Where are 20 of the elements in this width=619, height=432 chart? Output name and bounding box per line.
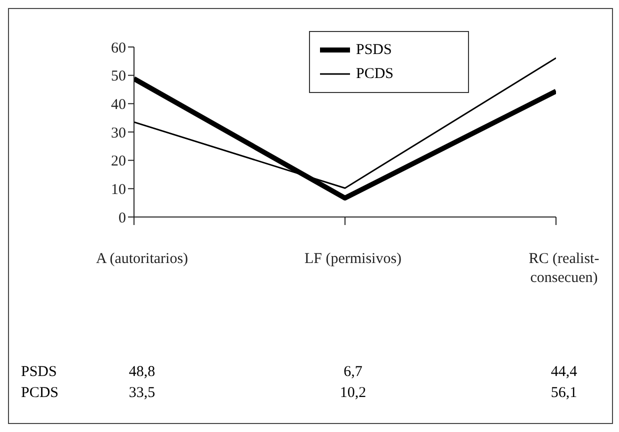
legend-label: PCDS bbox=[356, 66, 394, 82]
x-tick-label: RC (realist-consecuen) bbox=[528, 251, 600, 286]
y-tick-label: 10 bbox=[111, 182, 126, 198]
x-tick-label: LF (permisivos) bbox=[304, 251, 402, 267]
text: PCDS bbox=[21, 385, 59, 401]
legend-label: PSDS bbox=[356, 42, 392, 58]
data-label: 33,5 bbox=[128, 385, 156, 402]
y-tick-label: 30 bbox=[111, 125, 126, 142]
y-tick-label: 0 bbox=[118, 210, 126, 226]
data-label: 10,2 bbox=[340, 385, 366, 402]
data-label: 56,1 bbox=[550, 385, 578, 402]
x-tick-label: A (autoritarios) bbox=[96, 251, 188, 267]
text: PSDS bbox=[21, 364, 57, 380]
y-tick-label: 60 bbox=[111, 40, 126, 56]
data-label: 6,7 bbox=[344, 364, 362, 381]
data-label: 44,4 bbox=[550, 364, 578, 381]
y-tick-label: 20 bbox=[111, 154, 126, 170]
y-tick-label: 40 bbox=[111, 96, 126, 113]
data-label: 48,8 bbox=[128, 364, 156, 381]
y-tick-label: 50 bbox=[111, 68, 126, 85]
